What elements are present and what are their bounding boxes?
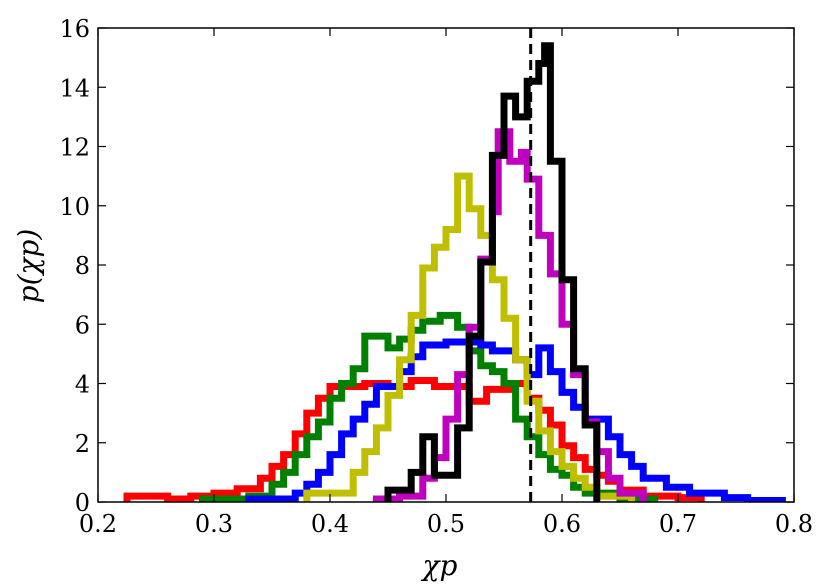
- y-axis-label: p(χp): [12, 229, 45, 304]
- y-tick-label: 8: [75, 252, 90, 280]
- y-tick-label: 16: [59, 15, 90, 43]
- y-tick-label: 2: [75, 430, 90, 458]
- y-tick-label: 10: [59, 193, 90, 221]
- y-tick-label: 4: [75, 371, 90, 399]
- y-tick-label: 0: [75, 489, 90, 517]
- x-tick-label: 0.8: [775, 510, 813, 538]
- x-tick-label: 0.4: [311, 510, 349, 538]
- x-tick-label: 0.5: [427, 510, 465, 538]
- y-tick-label: 6: [75, 311, 90, 339]
- histogram-series-6: [384, 42, 601, 502]
- x-tick-label: 0.7: [659, 510, 697, 538]
- y-tick-label: 14: [59, 74, 90, 102]
- tick-layer: 0.2 0.3 0.4 0.5 0.6 0.7 0.8 0 2 4 6 8 10 12 14 16: [59, 15, 813, 538]
- x-axis-label: χp: [421, 549, 458, 582]
- x-tick-label: 0.6: [543, 510, 581, 538]
- x-tick-label: 0.3: [195, 510, 233, 538]
- y-tick-label: 12: [59, 134, 90, 162]
- histogram-series-2: [198, 311, 659, 502]
- x-tick-label: 0.2: [79, 510, 117, 538]
- series-layer: [123, 42, 786, 502]
- histogram-series-4: [303, 172, 636, 502]
